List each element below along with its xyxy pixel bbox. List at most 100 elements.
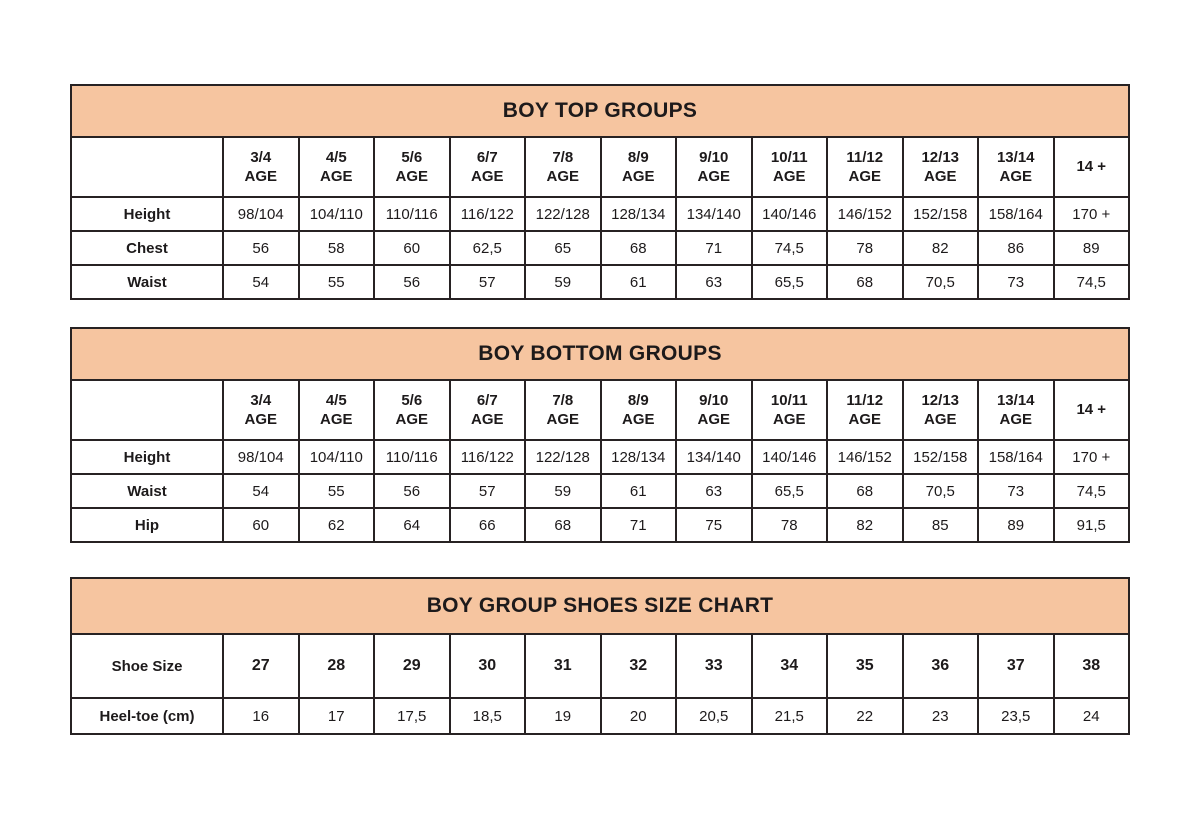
value-cell: 98/104: [222, 439, 300, 475]
boy-bottom-groups-table: BOY BOTTOM GROUPS 3/4 AGE 4/5 AGE 5/6 AGE 6/7 A…: [70, 327, 1130, 543]
row-label: Waist: [70, 264, 224, 300]
value-cell: 59: [524, 264, 602, 300]
value-cell: 56: [373, 473, 451, 509]
value-cell: 30: [448, 633, 526, 699]
value-cell: 17: [297, 697, 375, 735]
value-cell: 37: [977, 633, 1055, 699]
column-header-cell: 7/8 AGE: [524, 379, 602, 441]
value-cell: 89: [977, 507, 1055, 543]
value-cell: 98/104: [222, 196, 300, 232]
column-header-cell: 12/13 AGE: [901, 136, 979, 198]
column-header-cell: 10/11 AGE: [750, 379, 828, 441]
column-header-cell: 6/7 AGE: [448, 136, 526, 198]
column-header-cell: 3/4 AGE: [222, 379, 300, 441]
boy-shoes-size-chart-table: BOY GROUP SHOES SIZE CHART Shoe Size 27 28…: [70, 577, 1130, 735]
value-cell: 158/164: [977, 439, 1055, 475]
size-table: BOY GROUP SHOES SIZE CHART Shoe Size 27 28…: [70, 577, 1130, 735]
value-cell: 18,5: [448, 697, 526, 735]
value-cell: 61: [599, 473, 677, 509]
banner-row: BOY TOP GROUPS: [70, 84, 1130, 138]
value-cell: 17,5: [373, 697, 451, 735]
value-cell: 128/134: [599, 439, 677, 475]
boy-top-groups-table: BOY TOP GROUPS 3/4 AGE 4/5 AGE 5/6 AGE 6/7 AGE 7…: [70, 84, 1130, 300]
value-cell: 32: [599, 633, 677, 699]
value-cell: 23: [901, 697, 979, 735]
value-cell: 36: [901, 633, 979, 699]
row-label: Hip: [70, 507, 224, 543]
value-cell: 19: [524, 697, 602, 735]
value-cell: 62: [297, 507, 375, 543]
column-header-cell: 5/6 AGE: [373, 379, 451, 441]
value-cell: 68: [826, 264, 904, 300]
column-header-cell: 7/8 AGE: [524, 136, 602, 198]
value-cell: 73: [977, 473, 1055, 509]
column-header-cell: 4/5 AGE: [297, 136, 375, 198]
value-cell: 31: [524, 633, 602, 699]
row-label: Height: [70, 196, 224, 232]
value-cell: 74,5: [1052, 473, 1130, 509]
column-header-cell: 9/10 AGE: [675, 379, 753, 441]
value-cell: 33: [675, 633, 753, 699]
value-cell: 29: [373, 633, 451, 699]
row-label: Waist: [70, 473, 224, 509]
row-label: Chest: [70, 230, 224, 266]
column-header-cell: 9/10 AGE: [675, 136, 753, 198]
value-cell: 71: [675, 230, 753, 266]
value-cell: 58: [297, 230, 375, 266]
corner-cell: [70, 136, 224, 198]
value-cell: 22: [826, 697, 904, 735]
value-cell: 27: [222, 633, 300, 699]
value-cell: 55: [297, 473, 375, 509]
value-cell: 55: [297, 264, 375, 300]
value-cell: 63: [675, 264, 753, 300]
row-label: Shoe Size: [70, 633, 224, 699]
value-cell: 60: [222, 507, 300, 543]
value-cell: 20,5: [675, 697, 753, 735]
value-cell: 91,5: [1052, 507, 1130, 543]
value-cell: 54: [222, 264, 300, 300]
column-header-cell: 6/7 AGE: [448, 379, 526, 441]
value-cell: 116/122: [448, 196, 526, 232]
value-cell: 65,5: [750, 264, 828, 300]
value-cell: 21,5: [750, 697, 828, 735]
value-cell: 104/110: [297, 439, 375, 475]
value-cell: 65: [524, 230, 602, 266]
value-cell: 122/128: [524, 439, 602, 475]
value-cell: 75: [675, 507, 753, 543]
value-cell: 146/152: [826, 196, 904, 232]
value-cell: 34: [750, 633, 828, 699]
value-cell: 59: [524, 473, 602, 509]
value-cell: 82: [826, 507, 904, 543]
corner-cell: [70, 379, 224, 441]
value-cell: 71: [599, 507, 677, 543]
row-label: Height: [70, 439, 224, 475]
value-cell: 152/158: [901, 439, 979, 475]
value-cell: 110/116: [373, 196, 451, 232]
size-table: BOY BOTTOM GROUPS 3/4 AGE 4/5 AGE 5/6 AGE 6/7 A…: [70, 327, 1130, 543]
value-cell: 66: [448, 507, 526, 543]
table-title-banner: BOY BOTTOM GROUPS: [70, 327, 1130, 381]
value-cell: 20: [599, 697, 677, 735]
value-cell: 65,5: [750, 473, 828, 509]
value-cell: 122/128: [524, 196, 602, 232]
table-row: Hip 60 62 64 66 68 71 75 78 82 85 89 91,5: [70, 507, 1130, 543]
value-cell: 104/110: [297, 196, 375, 232]
value-cell: 68: [826, 473, 904, 509]
value-cell: 24: [1052, 697, 1130, 735]
value-cell: 16: [222, 697, 300, 735]
column-header-cell: 11/12 AGE: [826, 136, 904, 198]
age-header-row: 3/4 AGE 4/5 AGE 5/6 AGE 6/7 AGE 7/8 AGE 8/9 AGE 9/10…: [70, 136, 1130, 198]
banner-row: BOY BOTTOM GROUPS: [70, 327, 1130, 381]
value-cell: 170 +: [1052, 196, 1130, 232]
table-row: Chest 56 58 60 62,5 65 68 71 74,5 78 82 86 89: [70, 230, 1130, 266]
value-cell: 78: [826, 230, 904, 266]
table-row: Height 98/104 104/110 110/116 116/122 122/128…: [70, 439, 1130, 475]
value-cell: 134/140: [675, 196, 753, 232]
table-row: Heel-toe (cm) 16 17 17,5 18,5 19 20 20,5 21,5 22 2…: [70, 697, 1130, 735]
value-cell: 61: [599, 264, 677, 300]
table-row: Waist 54 55 56 57 59 61 63 65,5 68 70,5 73 74,5: [70, 473, 1130, 509]
value-cell: 60: [373, 230, 451, 266]
value-cell: 170 +: [1052, 439, 1130, 475]
value-cell: 57: [448, 473, 526, 509]
